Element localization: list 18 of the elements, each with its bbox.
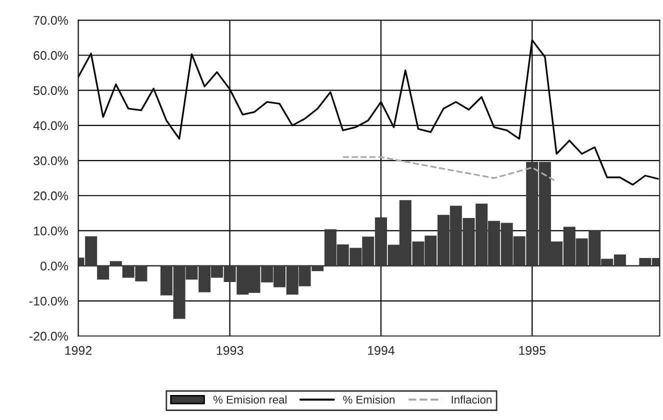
- legend-label: % Emision real: [213, 395, 286, 404]
- y-tick-label: 60.0%: [34, 51, 68, 60]
- x-tick-label: 1995: [519, 346, 546, 355]
- y-tick-label: 0.0%: [40, 262, 68, 270]
- y-tick-label: 50.0%: [34, 86, 68, 95]
- x-tick-label: 1993: [216, 346, 244, 355]
- x-tick-label: 1994: [368, 346, 395, 355]
- y-tick-label: 30.0%: [34, 156, 68, 166]
- y-tick-label: -20.0%: [29, 332, 68, 341]
- legend-label: % Emision: [343, 395, 394, 404]
- legend-label: Inflacion: [452, 395, 492, 404]
- y-tick-label: 70.0%: [34, 16, 68, 25]
- y-tick-label: 10.0%: [34, 226, 68, 236]
- x-tick-label: 1992: [65, 346, 92, 355]
- y-tick-label: -10.0%: [29, 296, 68, 306]
- line-series: [342, 156, 558, 182]
- y-tick-label: 20.0%: [34, 191, 68, 200]
- y-tick-label: 40.0%: [33, 121, 68, 130]
